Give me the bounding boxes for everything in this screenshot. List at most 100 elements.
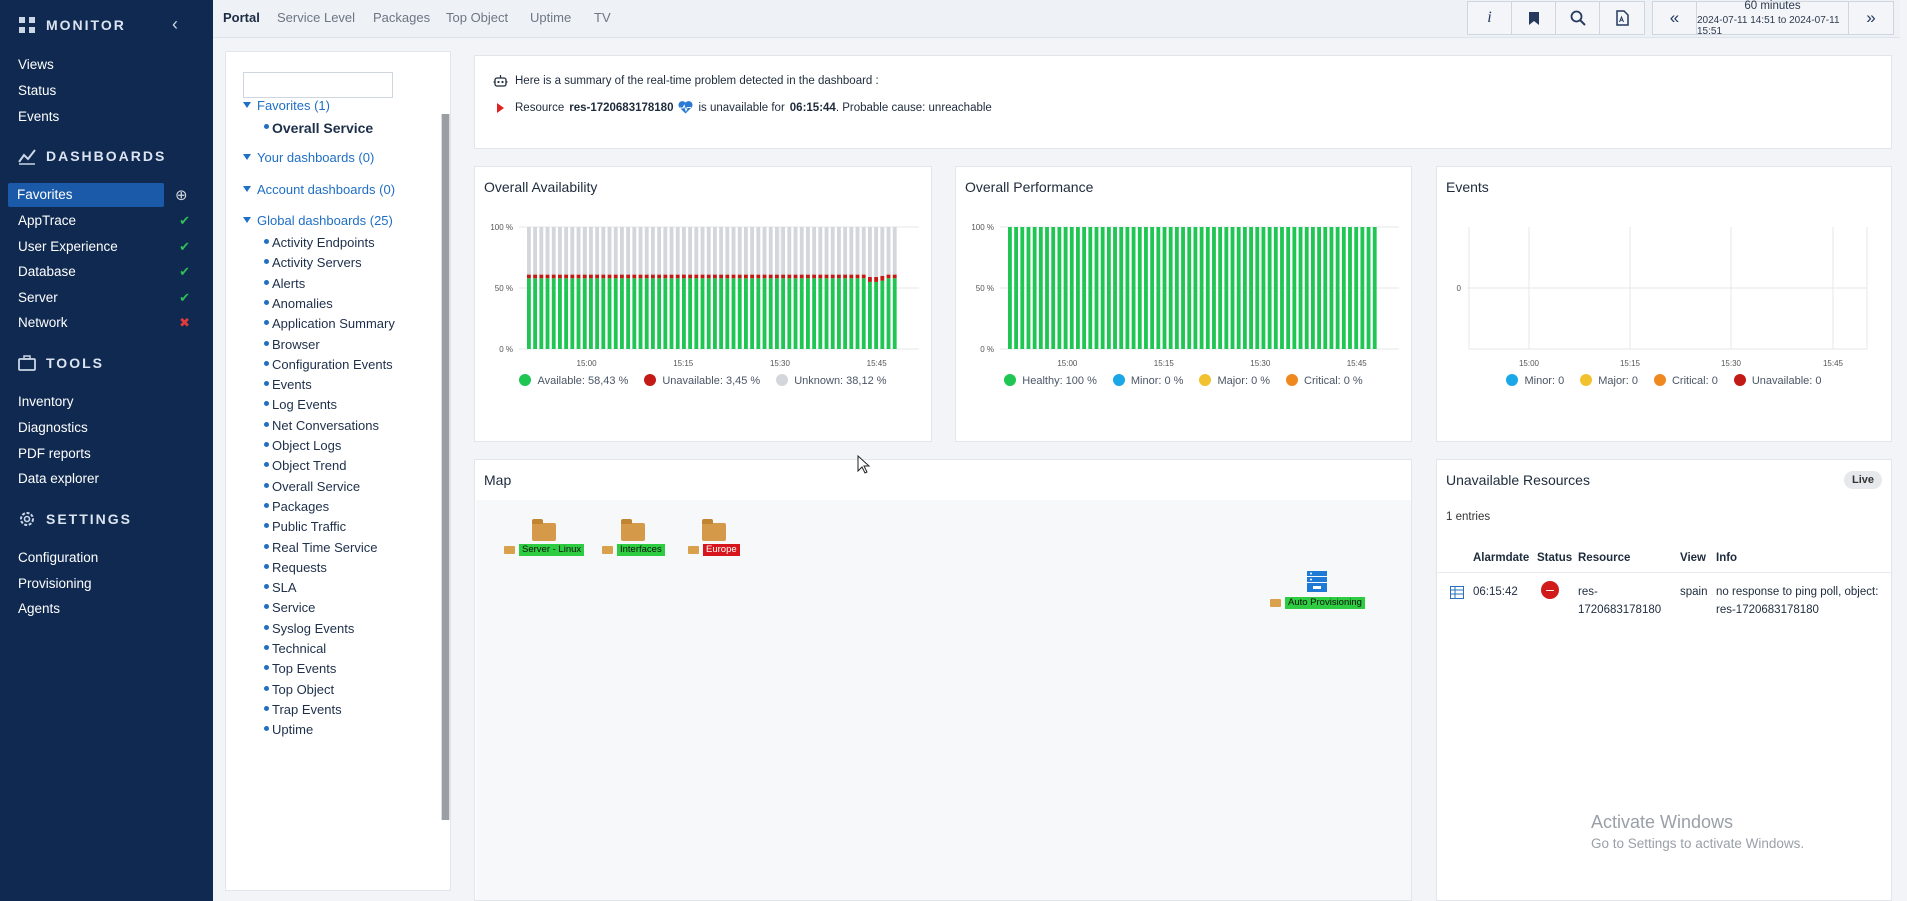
nav-pdf-reports[interactable]: PDF reports	[18, 446, 91, 461]
y-tick-label: 100 %	[971, 223, 994, 232]
column-header-alarmdate[interactable]: Alarmdate	[1473, 552, 1530, 564]
bar-unknown	[762, 227, 767, 275]
tree-search-input[interactable]	[243, 72, 393, 98]
tree-item[interactable]: Anomalies	[264, 295, 333, 311]
tree-group[interactable]: Global dashboards (25)	[243, 213, 393, 228]
tree-item[interactable]: Object Logs	[263, 438, 342, 453]
tab-uptime[interactable]: Uptime	[530, 10, 572, 25]
legend-unknown[interactable]: Unknown: 38,12 %	[776, 374, 887, 387]
column-header-view[interactable]: View	[1680, 552, 1706, 564]
tab-service-level[interactable]: Service Level	[277, 10, 356, 25]
map-node-auto-provisioning[interactable]: Auto Provisioning	[1270, 570, 1365, 609]
tree-item[interactable]: Configuration Events	[264, 356, 393, 372]
legend-healthy[interactable]: Healthy: 100 %	[1004, 374, 1097, 387]
nav-database[interactable]: Database ✔	[0, 260, 213, 284]
tree-item[interactable]: Application Summary	[264, 316, 395, 332]
time-range-selector[interactable]: 60 minutes 2024-07-11 14:51 to 2024-07-1…	[1697, 0, 1849, 37]
map-node-interfaces[interactable]: Interfaces	[602, 519, 665, 556]
legend-minor[interactable]: Minor: 0	[1506, 374, 1564, 387]
tree-item[interactable]: Alerts	[263, 275, 306, 291]
tree-item[interactable]: Overall Service	[263, 120, 374, 136]
events-chart[interactable]: 0 15:00 15:15 15:30 15:45	[1437, 207, 1891, 367]
map-node-server-linux[interactable]: Server - Linux	[504, 519, 585, 556]
nav-provisioning[interactable]: Provisioning	[18, 576, 92, 591]
collapse-sidebar-icon[interactable]: ‹	[172, 14, 178, 34]
tree-item[interactable]: Object Trend	[263, 458, 347, 474]
info-button[interactable]: i	[1468, 2, 1512, 34]
tree-group[interactable]: Account dashboards (0)	[243, 182, 395, 197]
table-details-icon[interactable]	[1450, 586, 1464, 599]
tree-item[interactable]: Activity Servers	[264, 255, 362, 271]
tree-item[interactable]: Events	[264, 377, 312, 393]
nav-status[interactable]: Status	[18, 83, 57, 98]
column-header-status[interactable]: Status	[1537, 552, 1573, 564]
table-row[interactable]: 06:15:42 – res- 1720683178180 spain no re…	[1437, 572, 1891, 620]
tab-portal[interactable]: Portal	[223, 10, 260, 25]
next-period-button[interactable]: »	[1849, 2, 1893, 34]
pdf-export-button[interactable]	[1600, 2, 1644, 34]
summary-resource-link[interactable]: res-1720683178180	[569, 101, 674, 114]
nav-data-explorer[interactable]: Data explorer	[18, 471, 100, 486]
tools-section-header[interactable]: TOOLS	[18, 354, 104, 372]
tree-item[interactable]: Top Events	[263, 661, 337, 677]
legend-critical[interactable]: Critical: 0 %	[1286, 374, 1363, 387]
tree-item[interactable]: Activity Endpoints	[264, 235, 375, 250]
heart-pulse-icon[interactable]	[678, 101, 693, 114]
legend-critical[interactable]: Critical: 0	[1653, 374, 1718, 387]
nav-apptrace[interactable]: AppTrace ✔	[0, 209, 213, 233]
tree-group[interactable]: Favorites (1)	[243, 98, 330, 113]
tree-item[interactable]: Trap Events	[264, 701, 342, 717]
tab-top-object[interactable]: Top Object	[446, 10, 509, 25]
tree-item[interactable]: Technical	[263, 641, 327, 656]
tree-item[interactable]: Net Conversations	[264, 417, 379, 433]
nav-user-experience[interactable]: User Experience ✔	[0, 235, 213, 259]
legend-major[interactable]: Major: 0	[1580, 374, 1638, 387]
live-badge[interactable]: Live	[1843, 471, 1882, 489]
tree-item[interactable]: Requests	[264, 559, 327, 575]
column-header-info[interactable]: Info	[1716, 552, 1738, 564]
tree-item[interactable]: SLA	[264, 580, 297, 596]
tree-group[interactable]: Your dashboards (0)	[243, 150, 374, 165]
availability-chart[interactable]: 100 % 50 % 0 % 15:00 15:15 15:30 15:45	[475, 207, 931, 367]
nav-events[interactable]: Events	[18, 109, 60, 124]
tree-item[interactable]: Log Events	[263, 397, 338, 413]
tab-tv[interactable]: TV	[594, 10, 611, 25]
nav-agents[interactable]: Agents	[18, 601, 61, 616]
tree-item[interactable]: Top Object	[263, 681, 335, 697]
map-node-europe[interactable]: Europe	[688, 519, 740, 556]
monitor-section-header[interactable]: MONITOR	[18, 16, 126, 34]
settings-section-header[interactable]: SETTINGS	[18, 510, 132, 528]
nav-favorites[interactable]: Favorites	[8, 183, 164, 207]
nav-diagnostics[interactable]: Diagnostics	[18, 420, 88, 435]
nav-inventory[interactable]: Inventory	[18, 394, 74, 409]
previous-period-button[interactable]: «	[1653, 2, 1697, 34]
tree-item[interactable]: Syslog Events	[263, 620, 355, 636]
map-canvas[interactable]: Server - Linux Interfaces Europe Auto Pr…	[476, 500, 1411, 900]
add-favorite-icon[interactable]: ⊕	[175, 187, 188, 204]
tree-item[interactable]: Uptime	[263, 722, 314, 738]
nav-configuration[interactable]: Configuration	[18, 550, 99, 565]
tree-item[interactable]: Packages	[263, 498, 330, 514]
tree-item[interactable]: Public Traffic	[263, 519, 347, 535]
legend-unavailable[interactable]: Unavailable: 3,45 %	[644, 374, 760, 387]
search-button[interactable]	[1556, 2, 1600, 34]
nav-views[interactable]: Views	[18, 57, 54, 72]
tree-item[interactable]: Real Time Service	[263, 539, 378, 555]
tree-item[interactable]: Service	[263, 600, 316, 616]
cell-resource[interactable]: res- 1720683178180	[1578, 583, 1661, 619]
column-header-resource[interactable]: Resource	[1578, 552, 1631, 564]
legend-minor[interactable]: Minor: 0 %	[1112, 374, 1183, 387]
nav-network[interactable]: Network ✖	[0, 311, 213, 335]
dashboards-section-header[interactable]: DASHBOARDS	[18, 147, 166, 165]
tree-item[interactable]: Overall Service	[263, 478, 361, 494]
bookmark-button[interactable]	[1512, 2, 1556, 34]
legend-available[interactable]: Available: 58,43 %	[519, 374, 628, 387]
legend-major[interactable]: Major: 0 %	[1199, 374, 1270, 387]
tree-scrollbar[interactable]	[441, 114, 450, 820]
tree-scrollbar-thumb[interactable]	[442, 114, 449, 820]
nav-server[interactable]: Server ✔	[0, 286, 213, 310]
tab-packages[interactable]: Packages	[373, 10, 431, 25]
performance-chart[interactable]: 100 % 50 % 0 % 15:00 15:15 15:30 15:45	[956, 207, 1411, 367]
legend-unavailable[interactable]: Unavailable: 0	[1733, 374, 1822, 387]
tree-item[interactable]: Browser	[264, 336, 320, 352]
